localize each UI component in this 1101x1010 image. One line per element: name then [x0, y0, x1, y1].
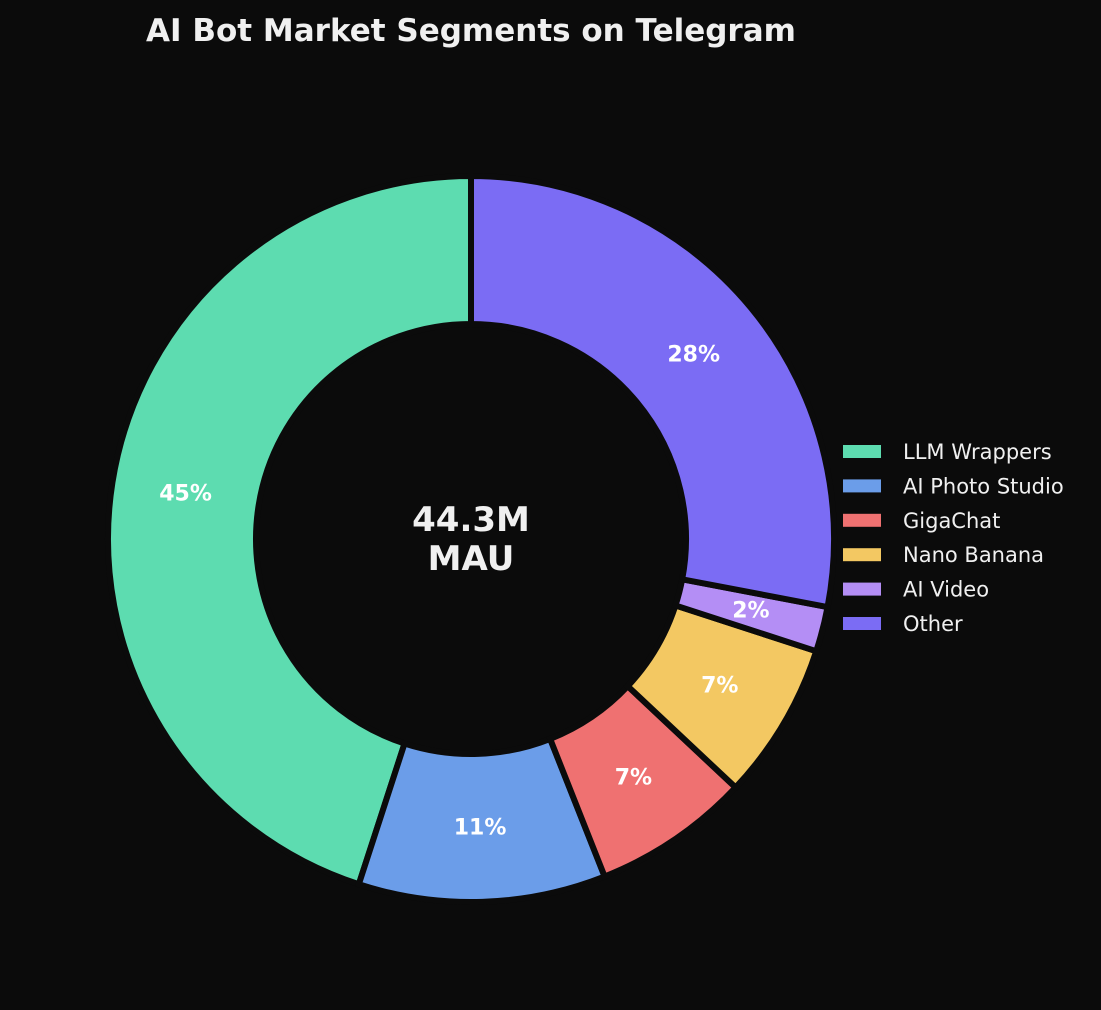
- chart-legend: LLM Wrappers AI Photo Studio GigaChat Nano …: [843, 440, 1064, 636]
- slice-llm-wrappers: [105, 172, 474, 889]
- legend-swatch-nano-banana: [843, 548, 881, 562]
- slice-label-other: 28%: [667, 342, 720, 367]
- legend-label-gigachat: GigaChat: [903, 509, 1000, 533]
- legend-label-nano-banana: Nano Banana: [903, 543, 1044, 567]
- center-total-unit: MAU: [428, 539, 515, 579]
- slice-labels-group: 45% 11% 7% 7% 2% 28%: [159, 342, 769, 840]
- slice-label-ai-video: 2%: [732, 598, 769, 623]
- legend-swatch-other: [843, 617, 881, 630]
- slice-label-gigachat: 7%: [615, 766, 652, 791]
- slice-label-llm-wrappers: 45%: [159, 481, 212, 506]
- legend-label-ai-photo-studio: AI Photo Studio: [903, 474, 1064, 498]
- slice-label-nano-banana: 7%: [701, 674, 738, 699]
- legend-label-ai-video: AI Video: [903, 578, 989, 602]
- legend-swatch-ai-video: [843, 582, 881, 596]
- legend-label-llm-wrappers: LLM Wrappers: [903, 440, 1052, 464]
- legend-swatch-llm-wrappers: [843, 445, 881, 458]
- legend-label-other: Other: [903, 612, 963, 636]
- chart-title: AI Bot Market Segments on Telegram: [146, 13, 796, 49]
- slice-label-ai-photo-studio: 11%: [454, 815, 507, 840]
- legend-swatch-gigachat: [843, 513, 881, 527]
- slice-other: [468, 172, 837, 611]
- legend-swatch-ai-photo-studio: [843, 479, 881, 493]
- center-total-value: 44.3M: [412, 500, 530, 540]
- slices-group: [105, 172, 837, 905]
